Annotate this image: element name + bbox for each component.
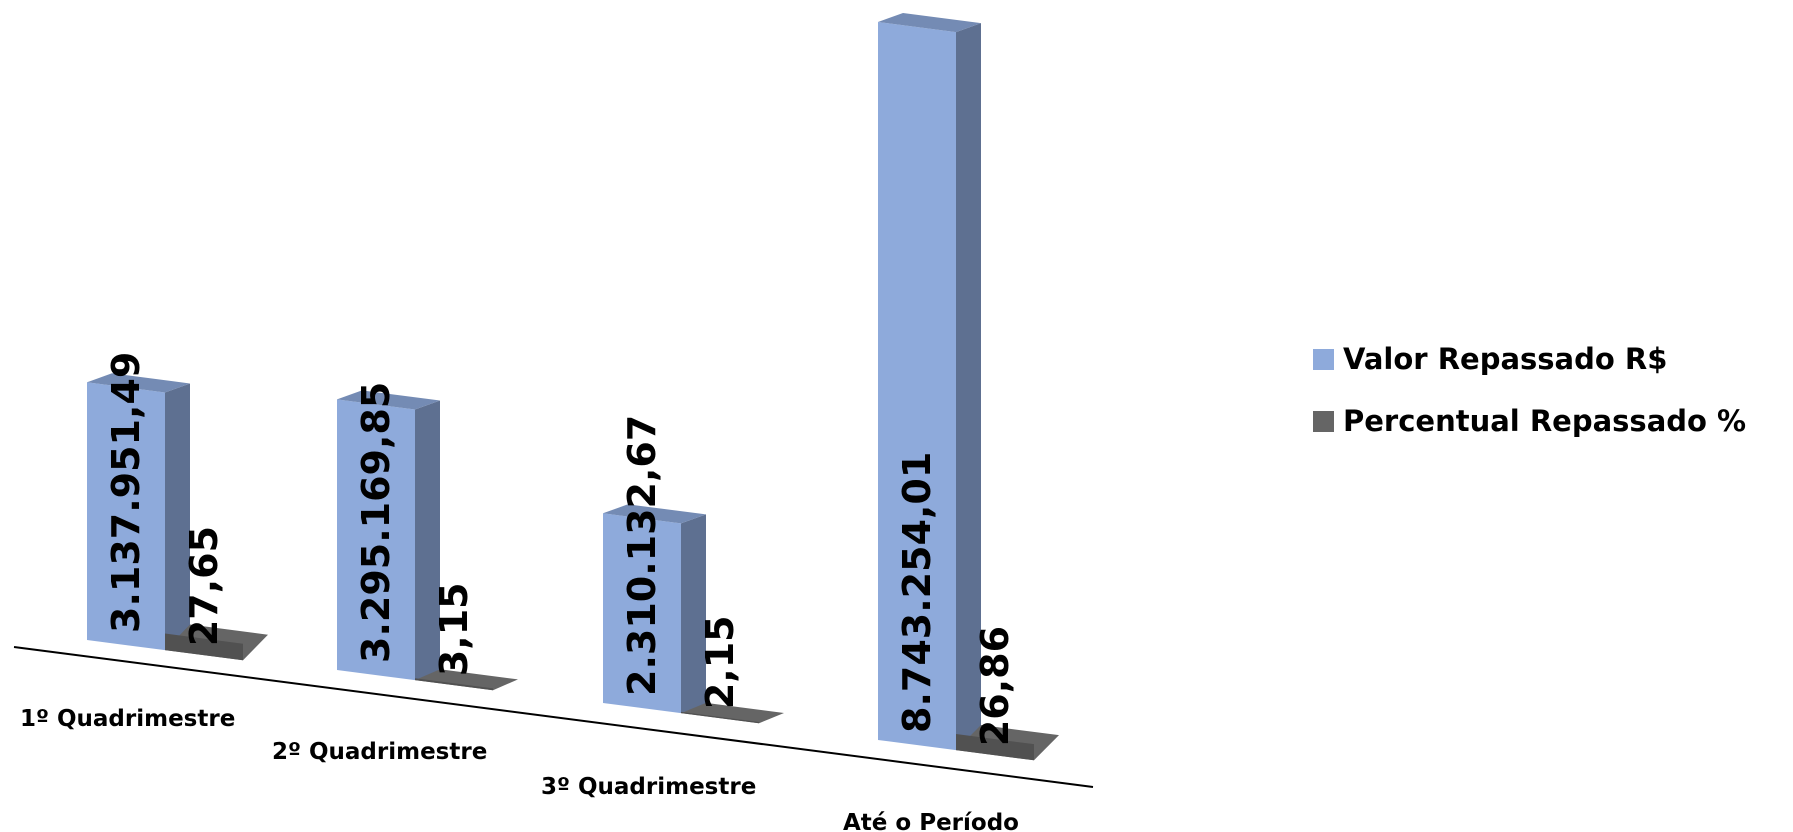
bar-valor-top <box>87 373 190 393</box>
data-label-valor: 3.137.951,49 <box>104 352 148 633</box>
bar-percentual-front <box>415 678 493 691</box>
data-label-percentual: 26,86 <box>973 626 1017 746</box>
bar-percentual-front <box>956 734 1034 761</box>
bar-percentual-2 <box>415 669 518 691</box>
x-axis-line <box>13 646 1094 788</box>
bar-valor-front <box>337 399 415 681</box>
x-tick-labels: 1º Quadrimestre 2º Quadrimestre 3º Quadrim… <box>20 706 1019 832</box>
bar-percentual-3 <box>681 702 784 724</box>
data-label-percentual: 2,15 <box>698 615 742 709</box>
data-label-percentual: 3,15 <box>432 582 476 676</box>
bar-valor-front <box>603 513 681 714</box>
data-label-valor: 8.743.254,01 <box>895 452 939 733</box>
bar-valor-side <box>956 23 981 751</box>
bar-valor-front <box>87 382 165 651</box>
bar-valor-front <box>878 22 956 751</box>
legend-label-valor: Valor Repassado R$ <box>1343 342 1668 376</box>
bar-valor-side <box>681 514 706 714</box>
bar-valor-side <box>415 400 440 681</box>
bar-valor-3 <box>603 504 706 714</box>
legend-item-percentual: Percentual Repassado % <box>1313 390 1746 452</box>
bar-valor-top <box>878 13 981 33</box>
legend-label-percentual: Percentual Repassado % <box>1343 404 1747 438</box>
bar-percentual-front <box>165 633 243 661</box>
x-tick-label: 3º Quadrimestre <box>541 774 756 800</box>
bar-percentual-top <box>681 702 784 724</box>
legend-item-valor: Valor Repassado R$ <box>1313 328 1746 390</box>
data-label-valor: 3.295.169,85 <box>354 382 398 663</box>
data-label-valor: 2.310.132,67 <box>620 415 664 696</box>
bar-valor-4 <box>878 13 981 751</box>
legend: Valor Repassado R$ Percentual Repassado … <box>1313 328 1746 452</box>
x-tick-label: 2º Quadrimestre <box>272 739 487 765</box>
bar-percentual-front <box>681 711 759 724</box>
legend-swatch-valor <box>1313 348 1334 370</box>
bar-valor-top <box>603 504 706 524</box>
bar-percentual-1 <box>165 624 268 661</box>
bar-valor-top <box>337 390 440 410</box>
bar-percentual-4 <box>956 725 1059 761</box>
bar-valor-side <box>165 383 190 651</box>
bars-group: 3.137.951,49 27,65 3.295.169,85 3,15 2.310.1… <box>87 13 1059 761</box>
bar-percentual-top <box>415 669 518 691</box>
data-label-percentual: 27,65 <box>182 526 226 646</box>
bar-valor-2 <box>337 390 440 681</box>
bar-valor-1 <box>87 373 190 651</box>
legend-swatch-percentual <box>1313 410 1334 432</box>
x-tick-label: Até o Período <box>843 810 1019 832</box>
x-tick-label: 1º Quadrimestre <box>20 706 235 732</box>
